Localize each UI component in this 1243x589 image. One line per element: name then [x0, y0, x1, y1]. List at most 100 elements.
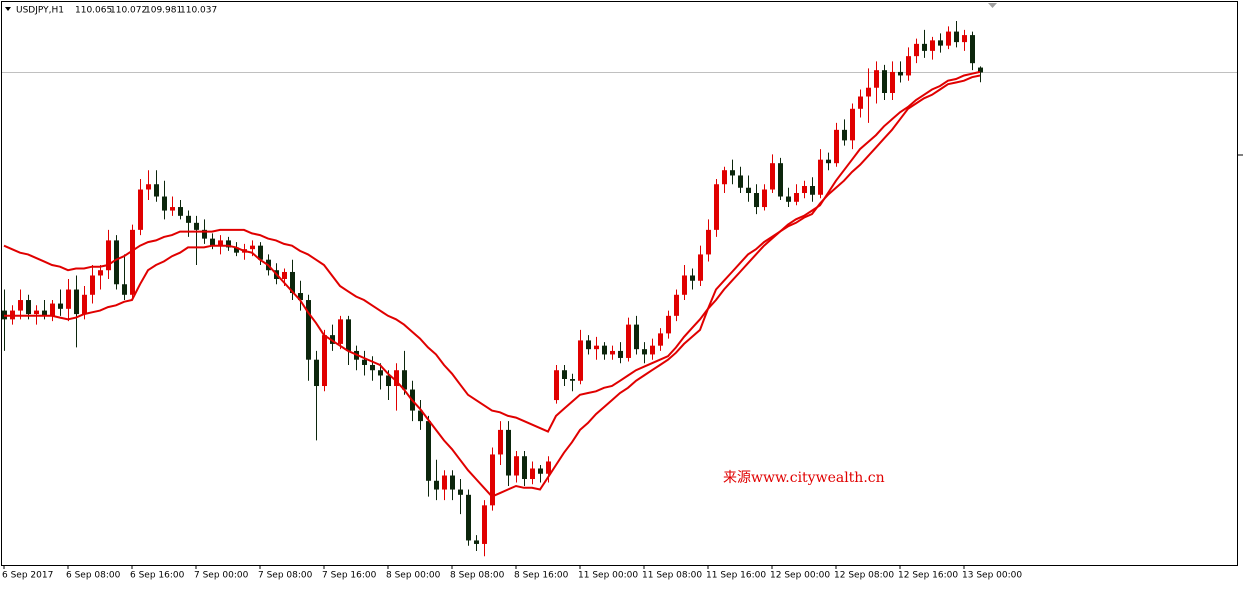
candle-body: [138, 189, 143, 230]
candle-body: [58, 303, 63, 309]
candle-body: [258, 245, 263, 260]
candle-body: [826, 159, 831, 164]
candle-body: [298, 293, 303, 301]
candle-body: [114, 240, 119, 285]
x-tick-label: 12 Sep 16:00: [898, 571, 958, 581]
x-tick-label: 8 Sep 16:00: [514, 571, 569, 581]
candle-body: [306, 300, 311, 360]
candle-body: [834, 129, 839, 164]
candle-body: [914, 43, 919, 57]
candle-body: [562, 370, 567, 380]
candle-body: [546, 461, 551, 474]
candle-body: [634, 324, 639, 350]
x-tick-label: 6 Sep 2017: [2, 571, 53, 581]
candle-body: [586, 340, 591, 350]
candle-body: [250, 245, 255, 250]
candle-body: [186, 215, 191, 223]
candle-body: [34, 310, 39, 315]
candle-body: [738, 175, 743, 188]
candle-body: [666, 315, 671, 334]
candle-body: [786, 196, 791, 202]
candle-body: [650, 345, 655, 355]
candle-body: [554, 370, 559, 401]
candle-body: [530, 468, 535, 480]
candle-body: [194, 222, 199, 230]
candle-body: [18, 300, 23, 311]
candle-body: [602, 345, 607, 355]
candle-body: [74, 289, 79, 315]
candle-body: [282, 271, 287, 279]
ohlc-open: 110.065: [75, 6, 112, 16]
candle-body: [66, 289, 71, 309]
candle-body: [330, 335, 335, 344]
candle-body: [570, 379, 575, 381]
candle-body: [762, 189, 767, 208]
candle-body: [146, 184, 151, 190]
candle-body: [426, 421, 431, 481]
candle-body: [50, 303, 55, 316]
candle-body: [130, 229, 135, 295]
candle-body: [866, 87, 871, 97]
candle-body: [618, 350, 623, 358]
candle-body: [754, 193, 759, 208]
chart-title: USDJPY,H1: [16, 6, 64, 16]
candle-body: [706, 229, 711, 255]
candle-body: [922, 43, 927, 51]
candle-body: [202, 229, 207, 239]
candle-body: [946, 31, 951, 46]
candle-body: [658, 333, 663, 346]
candle-body: [442, 475, 447, 490]
candle-body: [690, 275, 695, 281]
candle-body: [906, 56, 911, 76]
candle-body: [42, 310, 47, 316]
x-tick-label: 13 Sep 00:00: [962, 571, 1022, 581]
candle-body: [858, 96, 863, 109]
candle-body: [842, 129, 847, 141]
candle-body: [898, 71, 903, 76]
candle-body: [498, 429, 503, 455]
x-tick-label: 7 Sep 00:00: [194, 571, 249, 581]
candle-body: [370, 364, 375, 371]
ohlc-close: 110.037: [180, 6, 217, 16]
candle-body: [378, 370, 383, 376]
candle-body: [642, 349, 647, 355]
ohlc-high: 110.072: [110, 6, 147, 16]
x-tick-label: 11 Sep 08:00: [642, 571, 702, 581]
candle-body: [818, 159, 823, 195]
candle-body: [154, 184, 159, 197]
candle-body: [338, 319, 343, 344]
candle-body: [178, 207, 183, 216]
candle-body: [770, 163, 775, 190]
candle-body: [810, 185, 815, 195]
plot-frame: [1, 1, 1238, 566]
candle-body: [474, 540, 479, 544]
candle-body: [674, 294, 679, 316]
x-tick-label: 8 Sep 00:00: [386, 571, 441, 581]
moving-average: [4, 74, 981, 498]
candle-body: [882, 70, 887, 93]
candle-body: [122, 284, 127, 295]
candle-body: [90, 275, 95, 295]
candle-body: [394, 370, 399, 387]
candle-body: [458, 489, 463, 495]
candle-body: [290, 271, 295, 294]
candle-body: [218, 240, 223, 246]
candle-body: [418, 410, 423, 422]
candle-body: [778, 163, 783, 197]
x-tick-label: 6 Sep 08:00: [66, 571, 121, 581]
candle-body: [450, 475, 455, 490]
candle-body: [434, 480, 439, 490]
candle-body: [514, 456, 519, 476]
candle-body: [362, 359, 367, 365]
x-tick-label: 12 Sep 08:00: [834, 571, 894, 581]
x-tick-label: 7 Sep 08:00: [258, 571, 313, 581]
candle-body: [346, 319, 351, 351]
candle-body: [930, 40, 935, 51]
x-tick-label: 12 Sep 00:00: [770, 571, 830, 581]
candle-body: [578, 340, 583, 381]
candle-body: [978, 67, 983, 73]
candle-body: [874, 70, 879, 88]
candle-body: [386, 375, 391, 387]
candle-body: [402, 370, 407, 390]
